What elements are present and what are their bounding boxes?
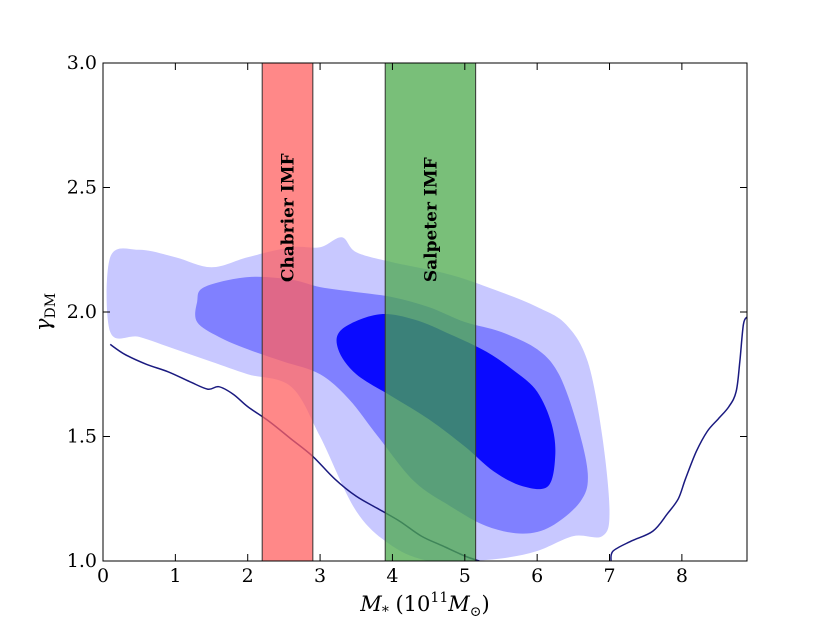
line-right-boundary	[610, 316, 747, 561]
x-tick-label: 1	[169, 565, 181, 587]
band-chabrier-imf	[261, 63, 314, 561]
x-tick-label: 6	[531, 565, 543, 587]
x-axis-label: M* (1011M⊙)	[359, 590, 489, 620]
y-tick-label: 1.5	[67, 426, 97, 448]
x-tick-label: 4	[386, 565, 398, 587]
x-tick-label: 7	[603, 565, 615, 587]
band-label-salpeter-imf: Salpeter IMF	[421, 157, 441, 282]
x-tick-label: 2	[242, 565, 254, 587]
band-salpeter-imf	[384, 63, 477, 561]
x-tick-label: 8	[676, 565, 688, 587]
x-tick-label: 5	[459, 565, 471, 587]
x-tick-label: 3	[314, 565, 326, 587]
y-tick-label: 2.0	[67, 301, 97, 323]
plot-area: Chabrier IMF Salpeter IMF	[106, 63, 747, 561]
y-tick-label: 3.0	[67, 52, 97, 74]
band-label-chabrier-imf: Chabrier IMF	[279, 153, 299, 282]
y-tick-label: 2.5	[67, 177, 97, 199]
axis-ticks: 0 1 2 3 4 5 6 7 8 1.0 1.5 2.0 2.5 3.0	[67, 52, 747, 587]
y-tick-label: 1.0	[67, 550, 97, 572]
x-tick-label: 0	[97, 565, 109, 587]
y-axis-label: γDM	[31, 293, 59, 331]
